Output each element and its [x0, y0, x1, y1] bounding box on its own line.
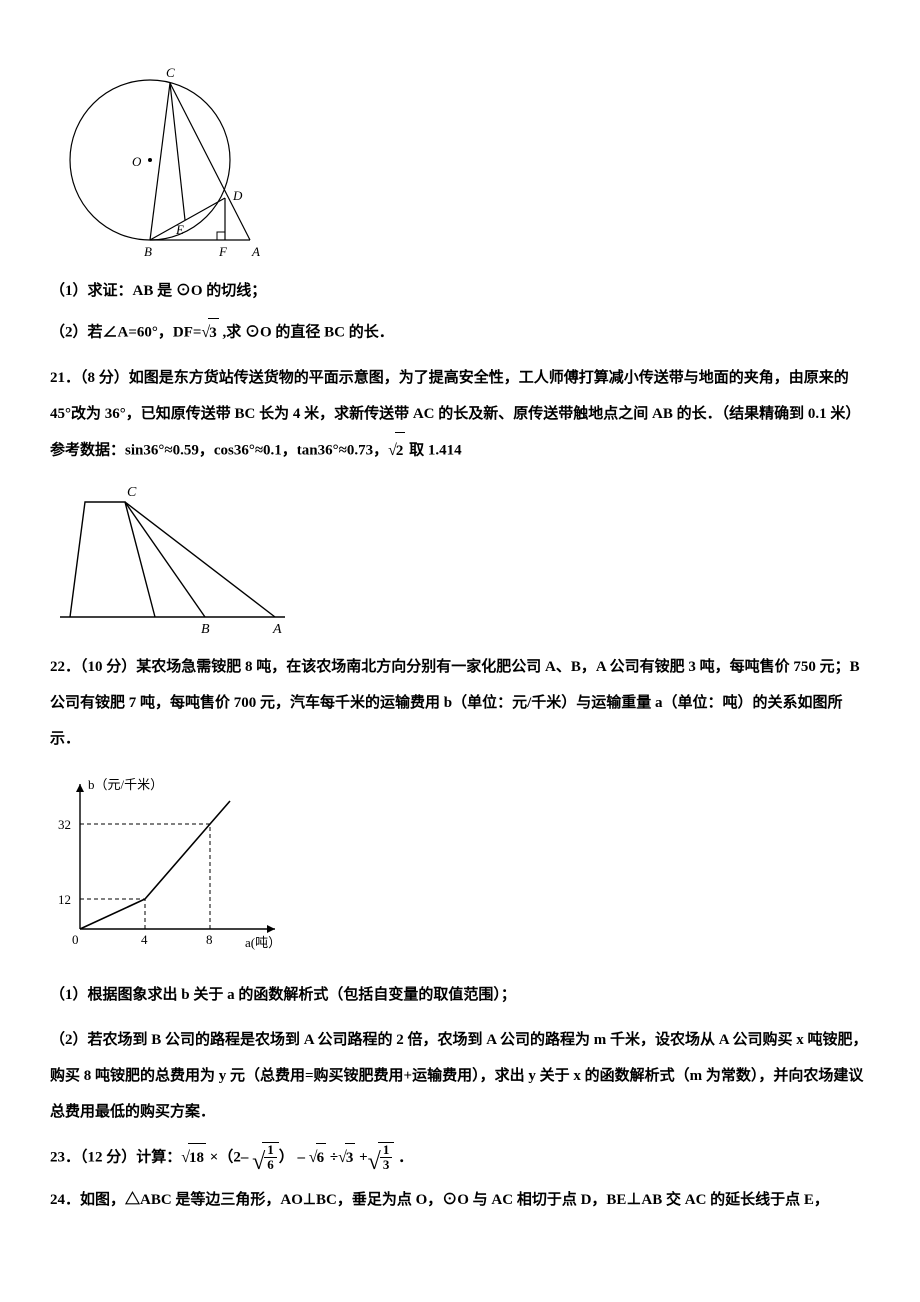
- q20-figure: C O B A D E F: [50, 50, 870, 265]
- sqrt-frac-1-6: √16: [252, 1142, 279, 1175]
- svg-text:32: 32: [58, 817, 71, 832]
- q22-intro: 22．（10 分）某农场急需铵肥 8 吨，在该农场南北方向分别有一家化肥公司 A…: [50, 649, 870, 757]
- q21-figure: C B A: [50, 482, 870, 637]
- svg-text:4: 4: [141, 932, 148, 947]
- sqrt-2: 2: [388, 432, 405, 470]
- q20-part2-b: ,求 ⊙O 的直径 BC 的长．: [219, 324, 394, 340]
- sqrt-3: 3: [201, 318, 218, 348]
- sqrt-18: 18: [181, 1143, 206, 1173]
- svg-text:D: D: [232, 188, 243, 203]
- q23-end: ．: [394, 1150, 413, 1166]
- q20-part2-a: （2）若∠A=60°，DF=: [50, 324, 201, 340]
- q23-mid3: ÷: [326, 1150, 338, 1166]
- svg-text:b（元/千米）: b（元/千米）: [88, 777, 163, 792]
- q24: 24．如图，△ABC 是等边三角形，AO⊥BC，垂足为点 O，⊙O 与 AC 相…: [50, 1186, 870, 1215]
- q22-part1: （1）根据图象求出 b 关于 a 的函数解析式（包括自变量的取值范围）；: [50, 981, 870, 1010]
- svg-text:B: B: [144, 244, 152, 259]
- q20-part1: （1）求证：AB 是 ⊙O 的切线；: [50, 277, 870, 306]
- cost-chart-svg: b（元/千米） a(吨） 0 4 8 12 32: [50, 769, 300, 969]
- q22-part2: （2）若农场到 B 公司的路程是农场到 A 公司路程的 2 倍，农场到 A 公司…: [50, 1022, 870, 1130]
- sqrt-6: 6: [309, 1143, 326, 1173]
- svg-text:A: A: [272, 622, 282, 637]
- svg-text:C: C: [127, 485, 137, 500]
- svg-text:12: 12: [58, 892, 71, 907]
- svg-text:a(吨）: a(吨）: [245, 935, 281, 950]
- q23-mid2: ） –: [279, 1150, 309, 1166]
- svg-text:C: C: [166, 65, 175, 80]
- svg-text:0: 0: [72, 932, 79, 947]
- svg-text:8: 8: [206, 932, 213, 947]
- q21-tail: 取 1.414: [405, 443, 461, 459]
- svg-text:E: E: [175, 222, 184, 237]
- q22-chart: b（元/千米） a(吨） 0 4 8 12 32: [50, 769, 870, 969]
- circle-diagram-svg: C O B A D E F: [50, 50, 280, 265]
- sqrt-frac-1-3: √13: [368, 1142, 395, 1175]
- q23-mid1: ×（2–: [206, 1150, 252, 1166]
- svg-text:A: A: [251, 244, 260, 259]
- q23: 23．（12 分）计算：18 ×（2– √16） – 6 ÷3 +√13 ．: [50, 1142, 870, 1175]
- conveyor-diagram-svg: C B A: [50, 482, 295, 637]
- svg-text:F: F: [218, 244, 228, 259]
- q23-mid4: +: [355, 1150, 367, 1166]
- sqrt-3b: 3: [338, 1143, 355, 1173]
- q21-text: 21．（8 分）如图是东方货站传送货物的平面示意图，为了提高安全性，工人师傅打算…: [50, 360, 870, 470]
- q23-prefix: 23．（12 分）计算：: [50, 1150, 181, 1166]
- q20-part2: （2）若∠A=60°，DF=3 ,求 ⊙O 的直径 BC 的长．: [50, 318, 870, 348]
- svg-text:B: B: [201, 622, 210, 637]
- svg-text:O: O: [132, 154, 142, 169]
